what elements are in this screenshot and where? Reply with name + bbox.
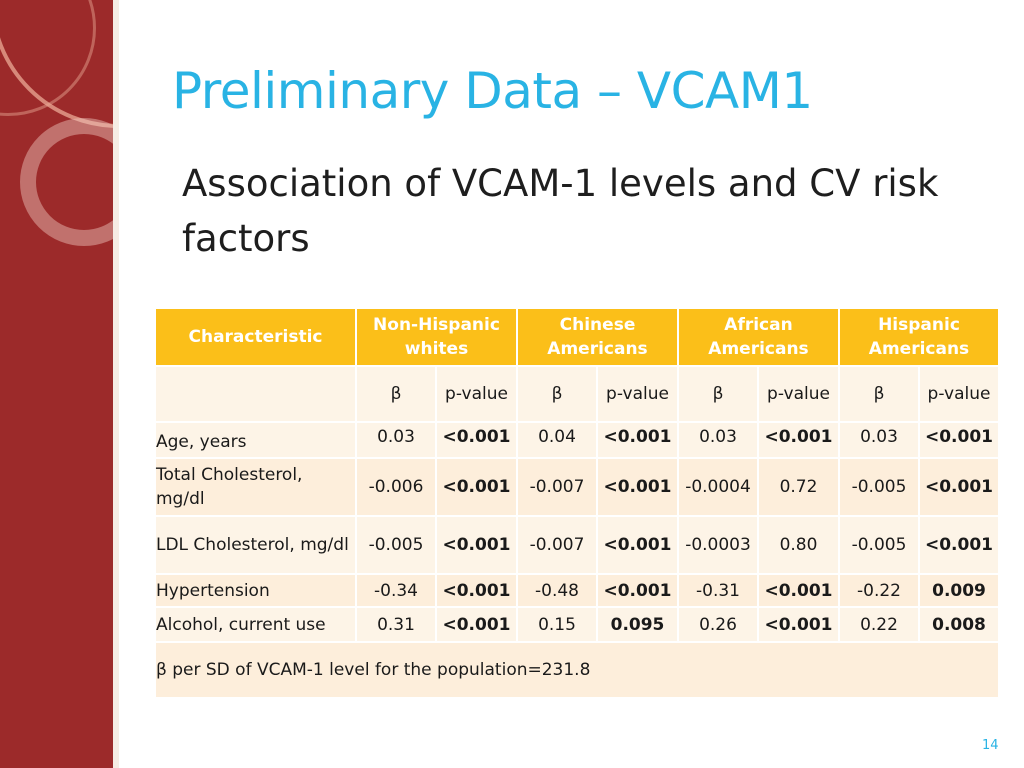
table-cell: <0.001 (435, 573, 518, 608)
table-cell: -0.0003 (677, 515, 759, 575)
table-cell: 0.80 (757, 515, 840, 575)
row-label: Hypertension (154, 573, 357, 608)
table-cell: <0.001 (757, 573, 840, 608)
empty-cell (154, 365, 357, 423)
table-cell: 0.22 (838, 606, 920, 643)
subheader-cell: β (355, 365, 437, 423)
subheader-cell: p-value (918, 365, 1000, 423)
table-cell: 0.04 (516, 421, 598, 459)
subheader-cell: p-value (435, 365, 518, 423)
table-cell: 0.03 (355, 421, 437, 459)
table-footnote: β per SD of VCAM-1 level for the populat… (154, 641, 1000, 699)
table-cell: -0.31 (677, 573, 759, 608)
table-cell: 0.008 (918, 606, 1000, 643)
table-cell: -0.007 (516, 457, 598, 517)
table-cell: <0.001 (596, 457, 679, 517)
table-cell: -0.006 (355, 457, 437, 517)
table-row: Age, years 0.03 <0.001 0.04 <0.001 0.03 … (154, 421, 1000, 459)
row-label: LDL Cholesterol, mg/dl (154, 515, 357, 575)
table-row: Alcohol, current use 0.31 <0.001 0.15 0.… (154, 606, 1000, 643)
table-cell: -0.005 (838, 515, 920, 575)
table-cell: <0.001 (435, 606, 518, 643)
subheader-cell: p-value (596, 365, 679, 423)
table-cell: <0.001 (757, 421, 840, 459)
table-cell: <0.001 (435, 515, 518, 575)
column-header: Characteristic (154, 307, 357, 367)
table-cell: 0.15 (516, 606, 598, 643)
table-cell: <0.001 (918, 515, 1000, 575)
table-cell: 0.31 (355, 606, 437, 643)
table-cell: -0.48 (516, 573, 598, 608)
table-cell: -0.0004 (677, 457, 759, 517)
column-header: African Americans (677, 307, 840, 367)
table-cell: -0.005 (838, 457, 920, 517)
row-label: Age, years (154, 421, 357, 459)
row-label: Alcohol, current use (154, 606, 357, 643)
table-cell: <0.001 (757, 606, 840, 643)
table-cell: 0.095 (596, 606, 679, 643)
subheader-cell: p-value (757, 365, 840, 423)
table-subheader-row: β p-value β p-value β p-value β p-value (154, 365, 1000, 423)
results-table: Characteristic Non-Hispanic whites Chine… (154, 307, 1000, 699)
table-cell: -0.007 (516, 515, 598, 575)
column-header: Hispanic Americans (838, 307, 1000, 367)
column-header: Chinese Americans (516, 307, 679, 367)
table-cell: <0.001 (596, 421, 679, 459)
table-row: Hypertension -0.34 <0.001 -0.48 <0.001 -… (154, 573, 1000, 608)
table-cell: -0.22 (838, 573, 920, 608)
table-cell: 0.03 (677, 421, 759, 459)
table-cell: <0.001 (918, 457, 1000, 517)
sidebar-edge (113, 0, 119, 768)
table-cell: -0.34 (355, 573, 437, 608)
table-cell: -0.005 (355, 515, 437, 575)
row-label: Total Cholesterol, mg/dl (154, 457, 357, 517)
table-cell: <0.001 (435, 457, 518, 517)
column-header: Non-Hispanic whites (355, 307, 518, 367)
table-cell: 0.03 (838, 421, 920, 459)
slide-title: Preliminary Data – VCAM1 (172, 62, 813, 120)
table-cell: <0.001 (596, 515, 679, 575)
table-cell: <0.001 (918, 421, 1000, 459)
table-cell: 0.26 (677, 606, 759, 643)
table-header-row: Characteristic Non-Hispanic whites Chine… (154, 307, 1000, 367)
table-cell: 0.009 (918, 573, 1000, 608)
table-footnote-row: β per SD of VCAM-1 level for the populat… (154, 641, 1000, 699)
decorative-ring-middle (20, 118, 113, 246)
slide-subtitle: Association of VCAM-1 levels and CV risk… (182, 162, 939, 260)
table-row: LDL Cholesterol, mg/dl -0.005 <0.001 -0.… (154, 515, 1000, 575)
subheader-cell: β (838, 365, 920, 423)
sidebar-decoration (0, 0, 113, 768)
table-cell: 0.72 (757, 457, 840, 517)
table-cell: <0.001 (435, 421, 518, 459)
subheader-cell: β (677, 365, 759, 423)
page-number: 14 (982, 738, 999, 753)
subheader-cell: β (516, 365, 598, 423)
table-row: Total Cholesterol, mg/dl -0.006 <0.001 -… (154, 457, 1000, 517)
table-cell: <0.001 (596, 573, 679, 608)
